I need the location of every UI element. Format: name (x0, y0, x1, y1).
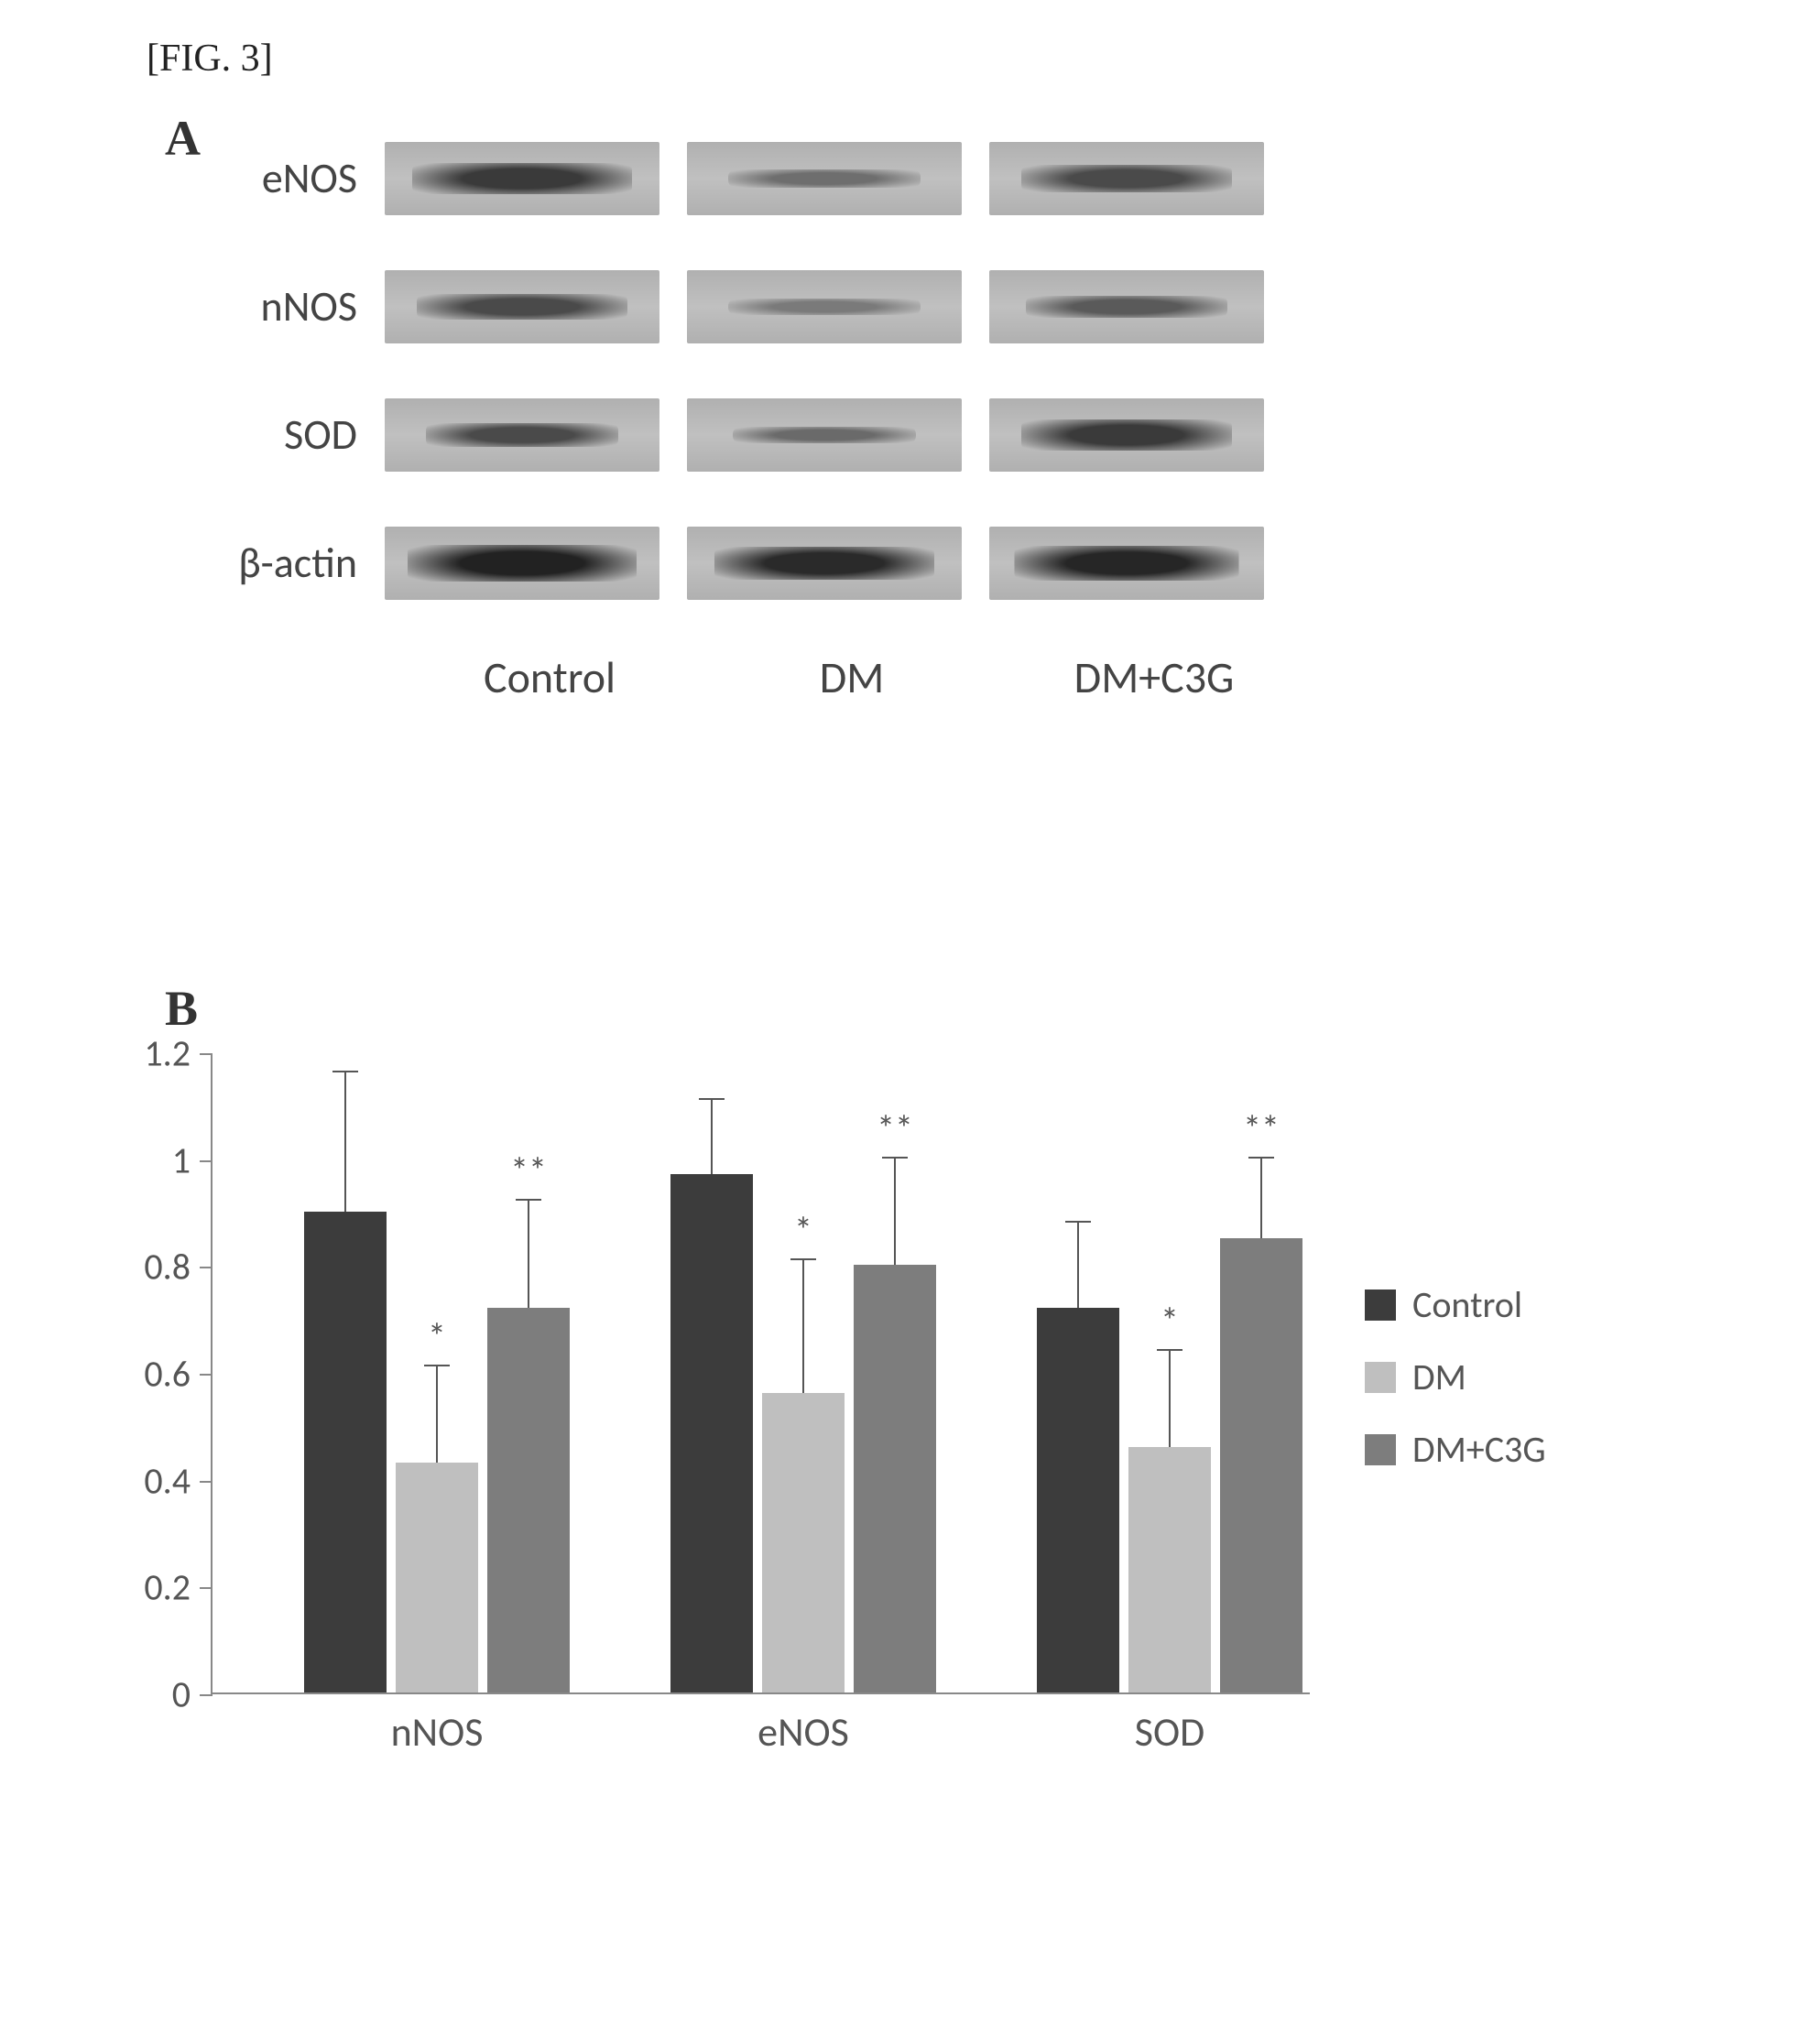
error-cap (424, 1365, 450, 1366)
blot-row: β-actin (183, 522, 1466, 604)
legend-label: DM (1412, 1355, 1466, 1399)
y-tick-label: 0.6 (144, 1352, 213, 1397)
error-cap (332, 1071, 358, 1072)
blot-band (408, 545, 637, 582)
error-bar (1169, 1351, 1171, 1447)
y-tick-label: 0.2 (144, 1565, 213, 1610)
blot-lane (687, 527, 962, 600)
blot-lane (989, 270, 1264, 343)
blot-protein-label: eNOS (183, 153, 385, 204)
blot-band (1021, 419, 1232, 451)
legend-item: DM (1365, 1355, 1546, 1399)
blot-lane (687, 398, 962, 472)
legend-label: Control (1412, 1282, 1522, 1327)
x-tick-label: eNOS (757, 1692, 849, 1757)
panel-b: B 00.20.40.60.811.2***nNOS***eNOS***SOD … (183, 1007, 1649, 1694)
chart-legend: Control DM DM+C3G (1365, 1282, 1546, 1499)
bar (762, 1393, 845, 1692)
error-bar (802, 1260, 804, 1394)
blot-lane (385, 398, 659, 472)
blot-row: SOD (183, 394, 1466, 476)
legend-item: Control (1365, 1282, 1546, 1327)
blot-lane (385, 270, 659, 343)
blot-lane (687, 270, 962, 343)
y-tick-label: 1 (172, 1137, 213, 1182)
blot-band (728, 169, 921, 188)
error-bar (436, 1366, 438, 1463)
western-blot-grid: eNOS nNOS SOD β-actin (183, 137, 1466, 604)
bar (1037, 1308, 1119, 1692)
blot-lane (385, 527, 659, 600)
bar (487, 1308, 570, 1692)
blot-protein-label: nNOS (183, 281, 385, 332)
blot-band (1021, 165, 1232, 192)
error-cap (882, 1157, 908, 1159)
blot-column-labels: Control DM DM+C3G (412, 650, 1466, 704)
y-tick-label: 0.8 (144, 1245, 213, 1290)
blot-protein-label: β-actin (183, 538, 385, 589)
error-bar (1260, 1159, 1262, 1239)
error-cap (1065, 1221, 1091, 1223)
blot-band (426, 423, 618, 447)
panel-a-label: A (165, 110, 201, 167)
significance-marker: * (428, 1314, 446, 1359)
blot-band (1026, 296, 1227, 318)
blot-lane (385, 142, 659, 215)
legend-swatch (1365, 1290, 1396, 1321)
error-cap (790, 1258, 816, 1260)
error-cap (1157, 1349, 1182, 1351)
blot-band (417, 294, 627, 320)
panel-a: A eNOSnNOSSODβ-actin ControlDMDM+C3G (183, 137, 1466, 704)
figure-caption: [FIG. 3] (147, 37, 1783, 81)
error-bar (711, 1100, 713, 1175)
blot-band (728, 299, 921, 315)
legend-swatch (1365, 1362, 1396, 1393)
bar (1128, 1447, 1211, 1692)
error-bar (344, 1072, 346, 1212)
blot-band (714, 547, 934, 580)
blot-lane (989, 398, 1264, 472)
legend-label: DM+C3G (1412, 1427, 1546, 1472)
significance-marker: ** (1243, 1106, 1280, 1151)
blot-column-label: DM (714, 650, 989, 704)
error-bar (528, 1201, 529, 1308)
significance-marker: ** (510, 1148, 547, 1193)
blot-lane (687, 142, 962, 215)
error-cap (699, 1098, 725, 1100)
x-tick-label: nNOS (391, 1692, 484, 1757)
significance-marker: * (794, 1208, 812, 1253)
blot-band (412, 163, 632, 194)
bar-chart: 00.20.40.60.811.2***nNOS***eNOS***SOD (211, 1053, 1310, 1694)
error-cap (1248, 1157, 1274, 1159)
blot-row: nNOS (183, 266, 1466, 348)
bar (396, 1463, 478, 1692)
y-tick-label: 0.4 (144, 1458, 213, 1503)
bar (1220, 1238, 1302, 1692)
significance-marker: * (1161, 1299, 1179, 1344)
blot-column-label: DM+C3G (1017, 650, 1291, 704)
blot-row: eNOS (183, 137, 1466, 220)
panel-b-label: B (165, 980, 198, 1037)
blot-column-label: Control (412, 650, 687, 704)
blot-lane (989, 142, 1264, 215)
y-tick-label: 0 (172, 1672, 213, 1717)
blot-protein-label: SOD (183, 409, 385, 461)
x-tick-label: SOD (1135, 1692, 1204, 1757)
bar (854, 1265, 936, 1692)
bar (304, 1212, 387, 1692)
bar (670, 1174, 753, 1692)
blot-band (1015, 546, 1239, 581)
y-tick-label: 1.2 (144, 1031, 213, 1076)
blot-band (733, 427, 916, 443)
legend-item: DM+C3G (1365, 1427, 1546, 1472)
error-cap (516, 1199, 541, 1201)
error-bar (1077, 1223, 1079, 1308)
legend-swatch (1365, 1434, 1396, 1465)
error-bar (894, 1159, 896, 1266)
significance-marker: ** (877, 1106, 913, 1151)
blot-lane (989, 527, 1264, 600)
